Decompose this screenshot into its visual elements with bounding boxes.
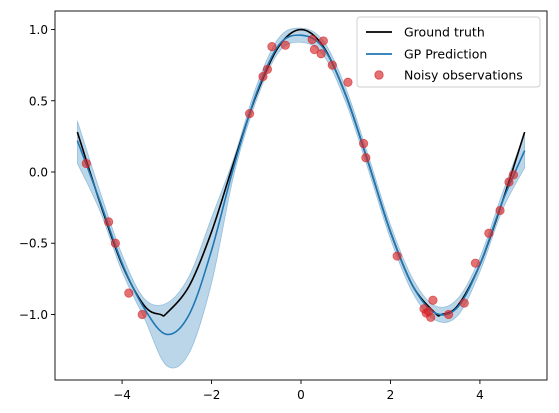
observation-point (508, 170, 519, 180)
observation-point (104, 217, 114, 227)
gp-confidence-band (76, 27, 526, 369)
x-tick-label: 4 (476, 388, 484, 402)
x-tick-label: −2 (203, 388, 221, 402)
y-axis-ticks: −1.0 −0.5 0.0 0.5 1.0 (19, 23, 55, 322)
observation-point (244, 108, 255, 119)
observation-point (484, 228, 494, 238)
observation-point (316, 49, 326, 59)
observation-point (426, 312, 436, 322)
observation-point (307, 34, 317, 45)
x-axis-ticks: −4 −2 0 2 4 (113, 380, 484, 402)
y-tick-label: 0.0 (29, 165, 48, 179)
legend: Ground truth GP Prediction Noisy observati… (356, 16, 541, 88)
observation-point (470, 258, 481, 268)
legend-label: Ground truth (404, 25, 485, 40)
observation-point (504, 177, 514, 187)
observation-point (443, 309, 454, 320)
observation-point (392, 251, 402, 261)
observation-point (361, 153, 371, 163)
legend-label: Noisy observations (404, 68, 523, 83)
observation-point (459, 298, 469, 308)
y-tick-label: −0.5 (19, 237, 48, 251)
observation-point (110, 238, 120, 248)
legend-box (356, 16, 541, 88)
confidence-band-layer (76, 27, 526, 369)
y-tick-label: 0.5 (29, 94, 48, 108)
x-tick-label: 0 (297, 388, 305, 402)
observation-point (267, 42, 277, 52)
observation-point (262, 64, 273, 75)
legend-observations-swatch (374, 70, 384, 80)
observation-point (327, 60, 337, 70)
observation-point (124, 288, 134, 298)
y-tick-label: −1.0 (19, 308, 48, 322)
observation-point (318, 36, 328, 46)
observation-points-layer (81, 34, 519, 322)
observation-point (343, 77, 353, 87)
x-tick-label: −4 (113, 388, 131, 402)
observation-point (280, 40, 290, 50)
x-tick-label: 2 (387, 388, 395, 402)
observation-point (137, 309, 147, 320)
observation-point (309, 44, 320, 55)
observation-point (495, 205, 505, 216)
observation-point (428, 295, 438, 305)
observation-point (359, 138, 369, 149)
observation-point (81, 158, 91, 169)
y-tick-label: 1.0 (29, 23, 48, 37)
observation-point (258, 71, 268, 82)
legend-label: GP Prediction (404, 47, 487, 62)
